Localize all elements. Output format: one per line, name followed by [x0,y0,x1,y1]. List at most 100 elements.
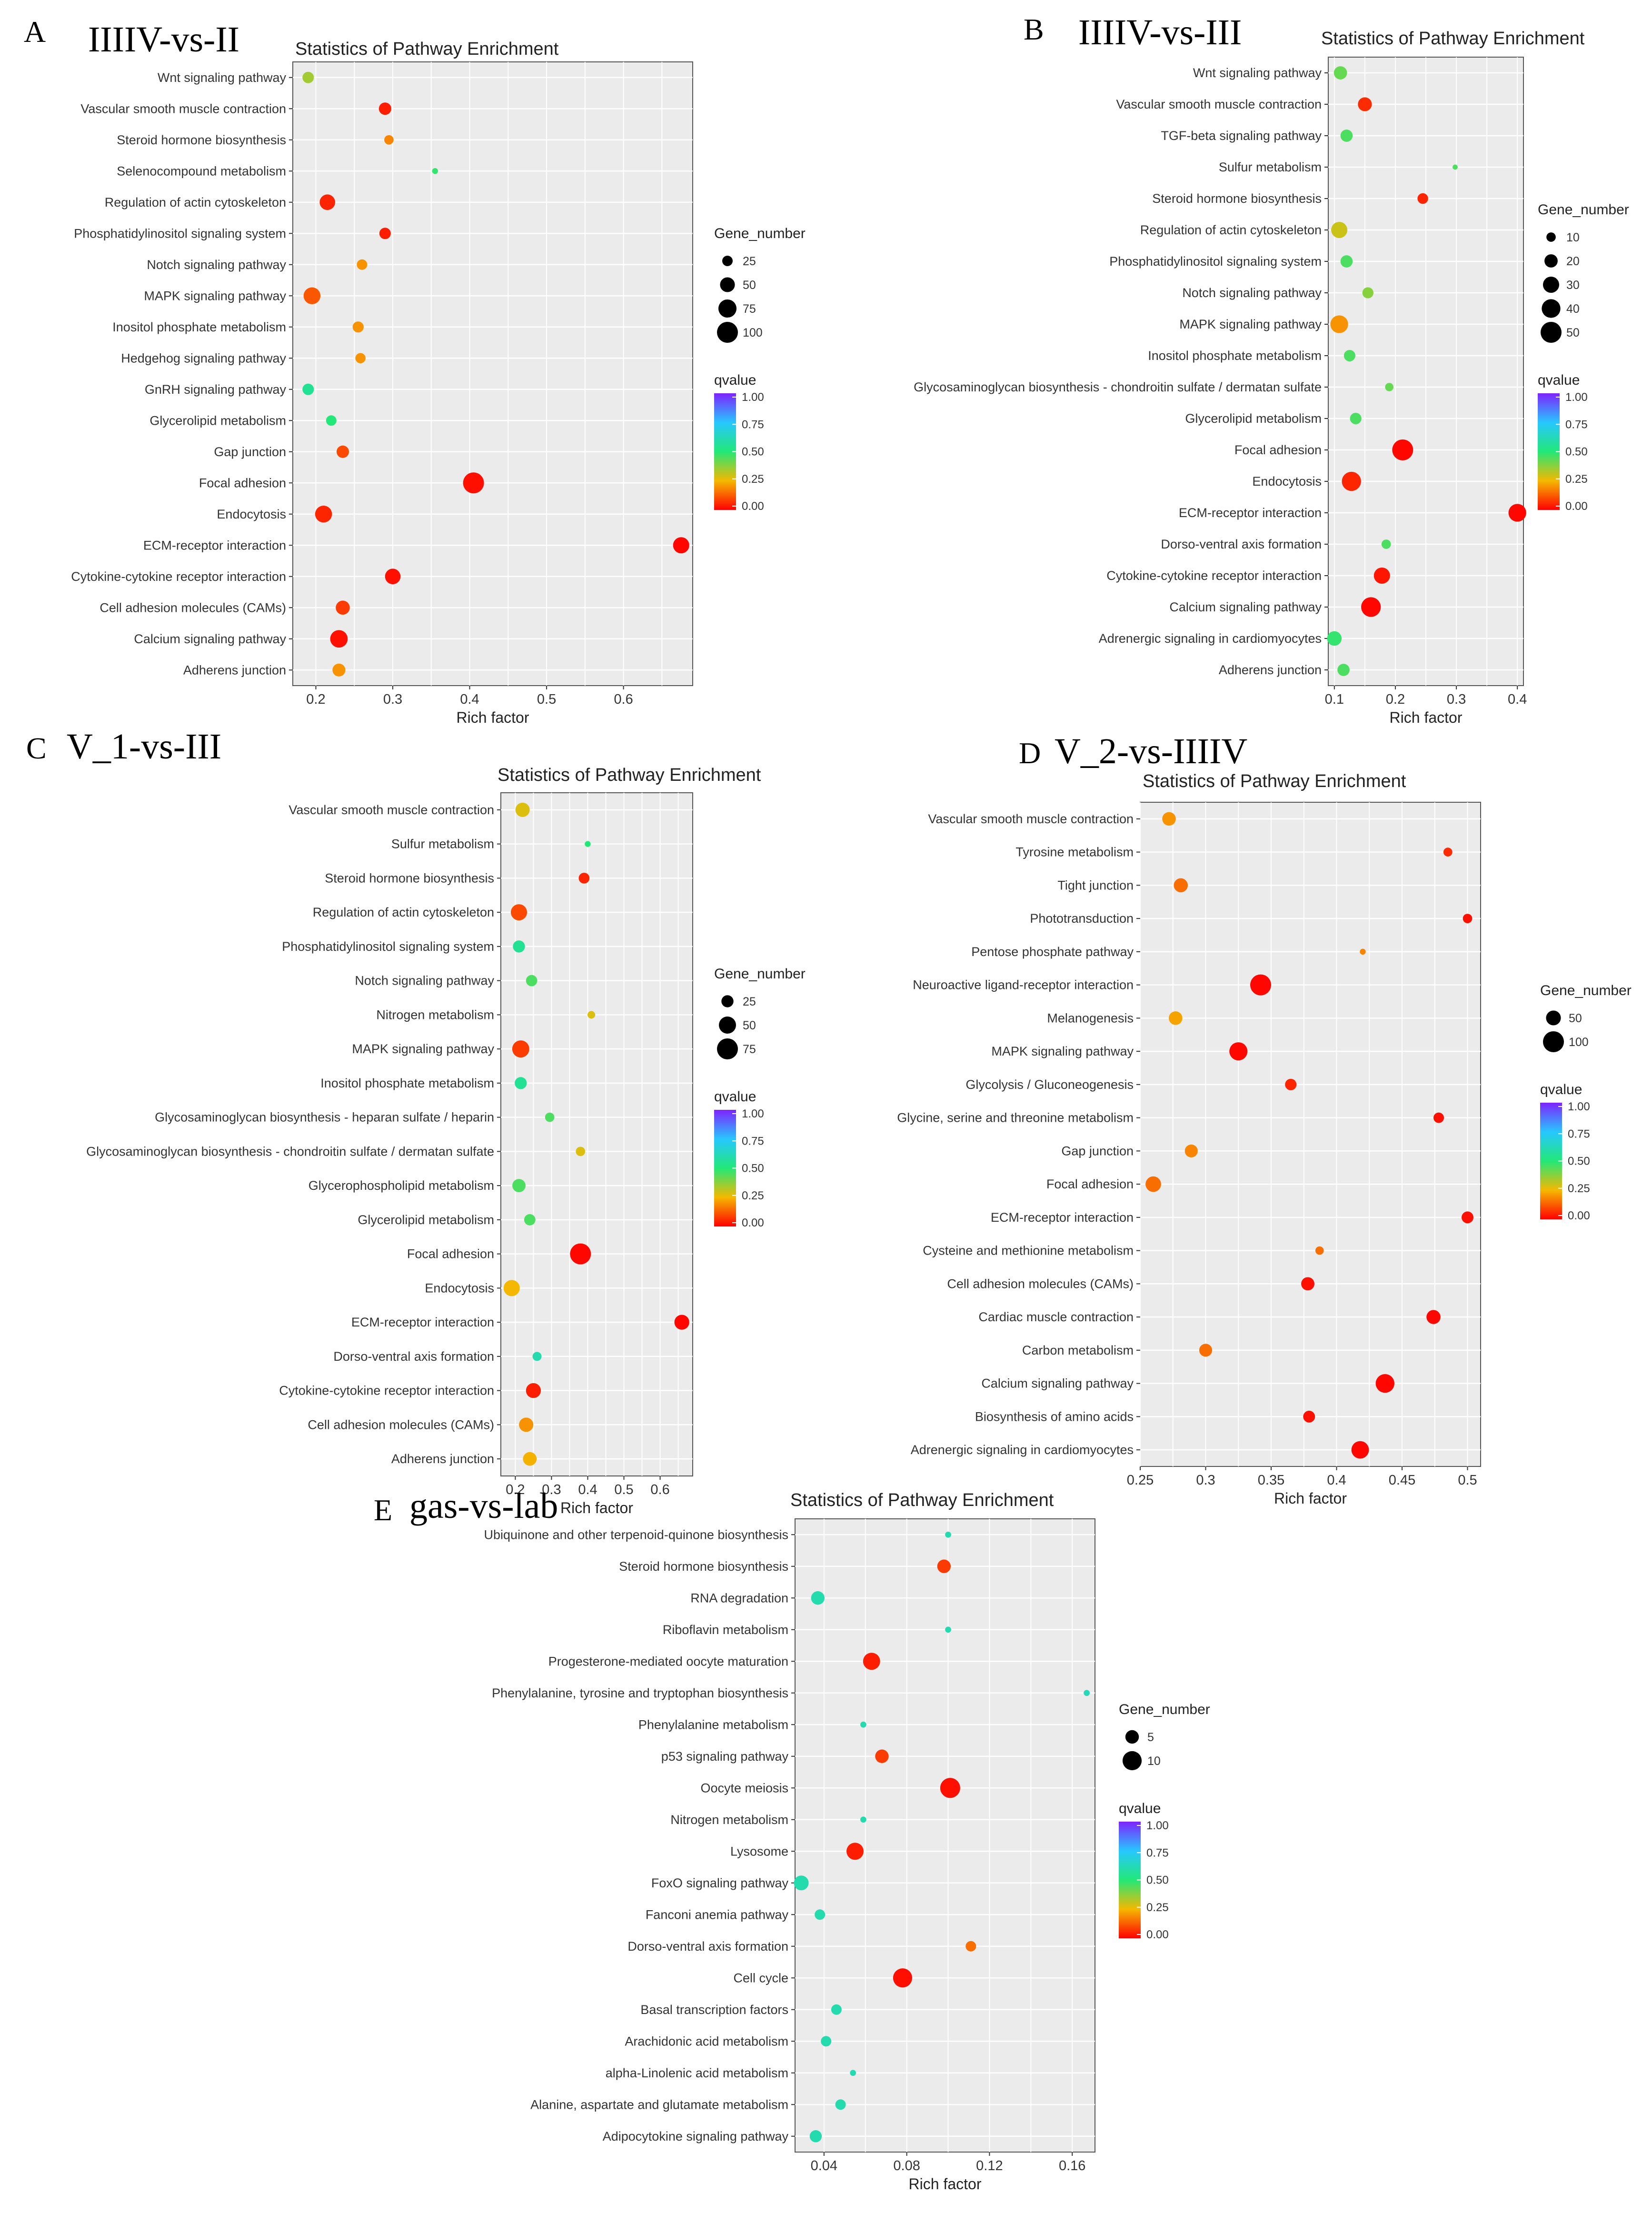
data-point [1350,412,1362,425]
data-point [809,2130,822,2143]
data-point [385,568,401,585]
data-point [1417,193,1428,204]
y-tick-label: Gap junction [214,445,286,459]
x-axis-label: Rich factor [909,2175,982,2193]
color-legend-label: 0.00 [1146,1928,1169,1941]
data-point [523,1452,537,1466]
panel-name: IIIIV-vs-II [88,20,239,60]
y-tick-label: Biosynthesis of amino acids [975,1409,1134,1424]
y-tick-label: alpha-Linolenic acid metabolism [606,2066,788,2080]
data-point [302,383,314,395]
data-point [794,1875,809,1891]
x-tick-label: 0.3 [1196,1473,1215,1488]
y-tick-label: Regulation of actin cytoskeleton [105,195,286,209]
y-tick-label: Glycosaminoglycan biosynthesis - heparan… [155,1110,494,1125]
color-legend-label: 0.00 [742,1216,764,1229]
x-axis-label: Rich factor [560,1499,633,1516]
size-legend-title: Gene_number [1540,983,1632,998]
color-legend-label: 0.00 [742,500,764,513]
data-point [532,1352,542,1361]
y-tick-label: Ubiquinone and other terpenoid-quinone b… [484,1527,788,1542]
y-tick-label: Neuroactive ligand-receptor interaction [913,978,1134,992]
y-tick-label: ECM-receptor interaction [991,1210,1134,1225]
data-point [1358,97,1372,111]
chart-title: Statistics of Pathway Enrichment [498,765,761,785]
size-legend-label: 100 [1569,1036,1589,1049]
size-legend-label: 100 [743,326,763,339]
size-legend-title: Gene_number [714,226,806,241]
size-legend-label: 10 [1147,1754,1161,1768]
y-tick-label: Oocyte meiosis [700,1781,788,1795]
y-tick-label: Fanconi anemia pathway [646,1907,789,1922]
y-tick-label: Glycosaminoglycan biosynthesis - chondro… [914,380,1322,394]
y-tick-label: Adherens junction [1219,663,1322,677]
data-point [515,1077,527,1089]
y-tick-label: Tyrosine metabolism [1015,845,1134,859]
y-tick-label: Vascular smooth muscle contraction [289,803,494,817]
y-tick-label: GnRH signaling pathway [145,382,287,397]
data-point [673,537,689,554]
color-legend-title: qvalue [1538,372,1580,388]
y-tick-label: FoxO signaling pathway [651,1876,789,1890]
size-legend-key [722,256,733,266]
data-point [330,630,348,648]
size-legend-label: 50 [743,279,756,292]
y-tick-label: Melanogenesis [1047,1011,1134,1025]
size-legend-label: 50 [743,1019,756,1032]
data-point [1342,471,1361,491]
x-tick-label: 0.4 [1327,1473,1346,1488]
y-tick-label: Phosphatidylinositol signaling system [1109,254,1322,269]
panel-letter: B [1024,12,1044,46]
y-tick-label: Notch signaling pathway [355,974,494,988]
size-legend-title: Gene_number [1119,1702,1210,1717]
data-point [1168,1011,1183,1025]
plot-background [795,1518,1095,2153]
panel-name: gas-vs-lab [409,1486,558,1526]
y-tick-label: Phenylalanine, tyrosine and tryptophan b… [492,1686,788,1700]
y-tick-label: Lysosome [730,1844,788,1858]
data-point [587,1011,596,1019]
y-tick-label: Tight junction [1057,878,1134,892]
y-tick-label: Steroid hormone biosynthesis [619,1559,788,1574]
plot-background [1140,802,1481,1467]
color-legend-title: qvalue [714,372,756,388]
y-tick-label: Cell adhesion molecules (CAMs) [947,1276,1134,1291]
data-point [1392,439,1413,460]
y-tick-label: ECM-receptor interaction [351,1315,494,1329]
color-legend-label: 0.50 [1146,1874,1169,1887]
y-tick-label: Wnt signaling pathway [158,70,287,85]
x-tick-label: 0.5 [1458,1473,1477,1488]
color-legend-label: 0.25 [742,473,764,486]
data-point [835,2099,846,2110]
size-legend-key [1546,1010,1561,1026]
y-tick-label: Adherens junction [391,1452,494,1466]
data-point [336,445,349,458]
y-tick-label: Focal adhesion [1046,1177,1134,1191]
y-tick-label: Adrenergic signaling in cardiomyocytes [1099,631,1322,646]
x-tick-label: 0.2 [1386,692,1405,707]
color-legend-label: 0.75 [742,418,764,431]
data-point [1285,1078,1297,1090]
y-tick-label: MAPK signaling pathway [144,289,286,303]
y-tick-label: Calcium signaling pathway [981,1376,1134,1391]
data-point [336,600,350,615]
color-legend-label: 0.50 [742,1162,764,1175]
data-point [811,1591,825,1605]
data-point [1351,1441,1369,1459]
data-point [1145,1176,1161,1192]
size-legend-label: 25 [743,995,756,1008]
size-legend-key [1543,1031,1564,1052]
x-tick-label: 0.1 [1325,692,1344,707]
y-tick-label: Glycerolipid metabolism [358,1213,494,1227]
x-tick-label: 0.2 [506,1482,525,1497]
y-tick-label: Vascular smooth muscle contraction [928,812,1134,826]
data-point [1385,383,1393,391]
y-tick-label: Cysteine and methionine metabolism [923,1244,1134,1258]
data-point [352,321,364,333]
panel-letter: D [1019,736,1041,770]
y-tick-label: Focal adhesion [199,476,286,490]
data-point [512,1179,526,1193]
